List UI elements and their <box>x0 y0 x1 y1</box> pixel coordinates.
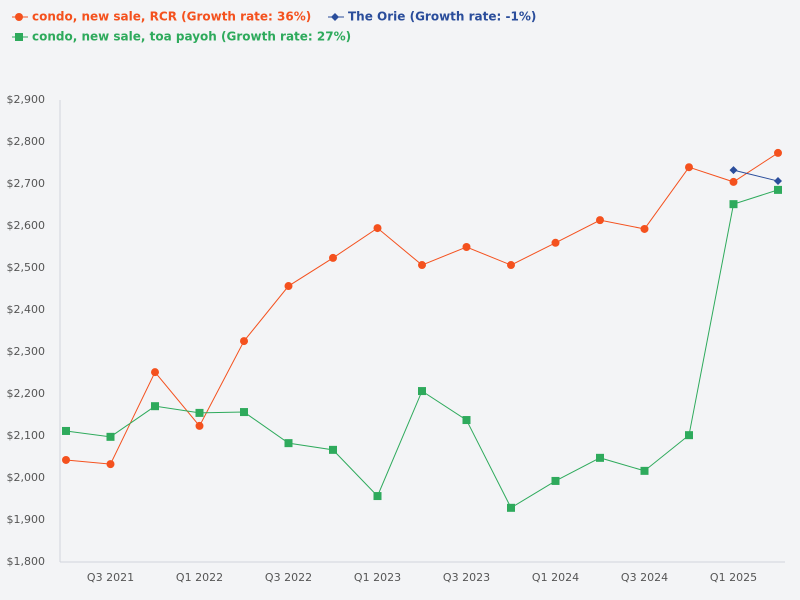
y-tick-label: $2,200 <box>7 387 46 400</box>
data-point <box>373 224 382 233</box>
x-tick-label: Q1 2022 <box>176 571 223 584</box>
y-tick-label: $2,900 <box>7 93 46 106</box>
x-tick-label: Q1 2023 <box>354 571 401 584</box>
data-point <box>329 253 337 262</box>
data-point <box>640 466 649 475</box>
x-tick-label: Q3 2024 <box>621 571 668 584</box>
data-point <box>685 431 693 440</box>
data-point <box>106 432 115 441</box>
data-point <box>774 185 782 194</box>
x-tick-label: Q3 2023 <box>443 571 490 584</box>
legend-marker <box>15 33 23 41</box>
y-tick-label: $2,500 <box>7 261 46 274</box>
y-tick-label: $1,900 <box>7 513 46 526</box>
data-point <box>596 453 604 462</box>
data-point <box>418 261 426 270</box>
y-tick-label: $2,400 <box>7 303 46 316</box>
data-point <box>507 503 515 512</box>
data-point <box>240 337 248 346</box>
y-tick-label: $2,800 <box>7 135 46 148</box>
legend-label: condo, new sale, RCR (Growth rate: 36%) <box>32 10 311 24</box>
data-point <box>640 224 649 233</box>
data-point <box>462 243 471 251</box>
y-tick-label: $2,600 <box>7 219 46 232</box>
data-point <box>774 177 782 186</box>
legend-marker <box>331 13 339 21</box>
data-point <box>151 368 159 377</box>
y-tick-label: $2,100 <box>7 429 46 442</box>
y-tick-label: $2,300 <box>7 345 46 358</box>
data-point <box>284 282 293 291</box>
data-point <box>62 426 70 435</box>
data-point <box>195 408 204 417</box>
legend-label: condo, new sale, toa payoh (Growth rate:… <box>32 30 351 44</box>
data-point <box>151 402 159 411</box>
data-point <box>329 445 337 454</box>
data-point <box>462 416 471 425</box>
data-point <box>551 238 560 247</box>
x-tick-label: Q1 2025 <box>710 571 757 584</box>
x-tick-label: Q3 2021 <box>87 571 134 584</box>
data-point <box>373 492 382 501</box>
legend-marker <box>15 13 23 21</box>
data-point <box>507 261 515 270</box>
data-point <box>240 408 248 417</box>
y-tick-label: $1,800 <box>7 555 46 568</box>
data-point <box>551 476 560 485</box>
y-tick-label: $2,700 <box>7 177 46 190</box>
y-tick-label: $2,000 <box>7 471 46 484</box>
series-line <box>733 169 779 182</box>
plot-area <box>60 100 785 562</box>
data-point <box>62 455 70 464</box>
data-point <box>774 148 782 157</box>
data-point <box>284 439 293 448</box>
data-point <box>729 200 738 209</box>
data-point <box>596 216 604 225</box>
x-tick-label: Q3 2022 <box>265 571 312 584</box>
legend-label: The Orie (Growth rate: -1%) <box>348 10 536 24</box>
data-point <box>418 387 426 396</box>
x-tick-label: Q1 2024 <box>532 571 579 584</box>
data-point <box>195 421 204 430</box>
data-point <box>729 166 738 175</box>
data-point <box>106 460 115 469</box>
data-point <box>729 177 738 186</box>
data-point <box>685 163 693 172</box>
